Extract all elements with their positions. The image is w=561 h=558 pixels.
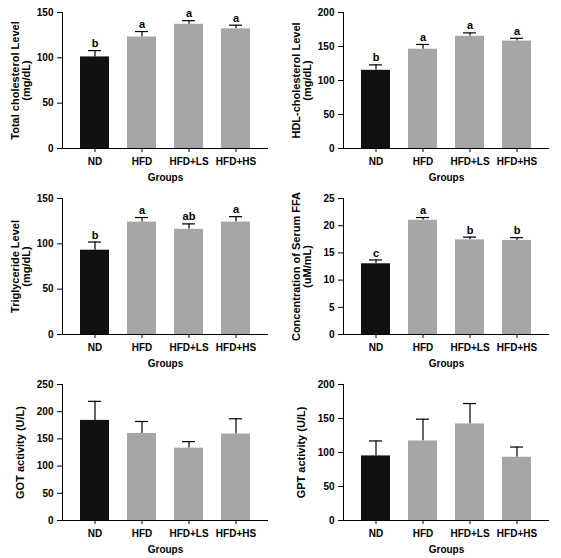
svg-text:Concentration of Serum FFA(uM/: Concentration of Serum FFA(uM/mL) — [290, 192, 313, 341]
svg-text:250: 250 — [37, 379, 54, 390]
svg-text:a: a — [467, 19, 474, 31]
svg-text:0: 0 — [48, 329, 54, 340]
svg-text:Groups: Groups — [148, 358, 184, 369]
svg-text:0: 0 — [329, 515, 335, 526]
svg-text:50: 50 — [42, 97, 54, 108]
svg-text:HFD+LS: HFD+LS — [450, 156, 490, 167]
svg-text:a: a — [233, 12, 240, 24]
svg-text:a: a — [139, 18, 146, 30]
svg-text:ND: ND — [88, 156, 102, 167]
svg-text:50: 50 — [323, 109, 335, 120]
svg-text:b: b — [514, 224, 521, 236]
svg-text:HFD: HFD — [413, 528, 434, 539]
svg-text:HFD: HFD — [132, 342, 153, 353]
svg-text:Total cholesterol Level(mg/dL): Total cholesterol Level(mg/dL) — [9, 21, 32, 139]
svg-text:HFD+HS: HFD+HS — [216, 156, 257, 167]
svg-text:HFD+LS: HFD+LS — [169, 528, 209, 539]
svg-text:15: 15 — [323, 247, 335, 258]
svg-text:c: c — [373, 246, 379, 258]
svg-text:HDL-cholesterol Level(mg/dL): HDL-cholesterol Level(mg/dL) — [290, 22, 313, 138]
svg-text:50: 50 — [42, 488, 54, 499]
svg-text:200: 200 — [37, 406, 54, 417]
svg-text:a: a — [420, 204, 427, 216]
svg-text:HFD: HFD — [132, 156, 153, 167]
svg-text:HFD+HS: HFD+HS — [497, 528, 538, 539]
svg-text:150: 150 — [318, 41, 335, 52]
svg-text:50: 50 — [42, 283, 54, 294]
svg-text:100: 100 — [37, 238, 54, 249]
svg-text:200: 200 — [318, 379, 335, 390]
svg-text:ND: ND — [88, 528, 102, 539]
svg-text:100: 100 — [318, 75, 335, 86]
svg-text:HFD: HFD — [413, 156, 434, 167]
svg-text:b: b — [92, 229, 99, 241]
svg-text:ND: ND — [369, 156, 383, 167]
svg-text:GPT activity (U/L): GPT activity (U/L) — [295, 406, 307, 498]
svg-text:HFD+LS: HFD+LS — [169, 342, 209, 353]
svg-text:150: 150 — [37, 193, 54, 204]
svg-text:HFD: HFD — [413, 342, 434, 353]
svg-text:b: b — [373, 51, 380, 63]
svg-text:100: 100 — [318, 447, 335, 458]
svg-text:200: 200 — [318, 7, 335, 18]
svg-text:Groups: Groups — [429, 544, 465, 555]
svg-text:a: a — [233, 203, 240, 215]
svg-text:150: 150 — [318, 413, 335, 424]
svg-text:b: b — [467, 224, 474, 236]
svg-text:HFD+LS: HFD+LS — [450, 528, 490, 539]
svg-text:0: 0 — [329, 143, 335, 154]
svg-text:GOT activity (U/L): GOT activity (U/L) — [14, 406, 26, 499]
svg-text:Groups: Groups — [429, 172, 465, 183]
svg-text:0: 0 — [48, 515, 54, 526]
svg-text:b: b — [92, 37, 99, 49]
svg-text:20: 20 — [323, 220, 335, 231]
svg-text:HFD+LS: HFD+LS — [169, 156, 209, 167]
svg-text:5: 5 — [329, 302, 335, 313]
svg-text:HFD+HS: HFD+HS — [216, 528, 257, 539]
svg-text:HFD+HS: HFD+HS — [497, 342, 538, 353]
svg-text:ND: ND — [369, 528, 383, 539]
svg-text:ND: ND — [369, 342, 383, 353]
svg-text:Groups: Groups — [429, 358, 465, 369]
svg-text:a: a — [420, 31, 427, 43]
svg-text:10: 10 — [323, 274, 335, 285]
svg-text:ND: ND — [88, 342, 102, 353]
svg-text:100: 100 — [37, 52, 54, 63]
svg-text:HFD+LS: HFD+LS — [450, 342, 490, 353]
svg-text:0: 0 — [48, 143, 54, 154]
svg-text:150: 150 — [37, 433, 54, 444]
svg-text:Triglyceride Level(mg/dL): Triglyceride Level(mg/dL) — [9, 220, 32, 313]
svg-text:150: 150 — [37, 7, 54, 18]
svg-text:50: 50 — [323, 481, 335, 492]
svg-text:100: 100 — [37, 460, 54, 471]
svg-text:0: 0 — [329, 329, 335, 340]
svg-text:a: a — [139, 204, 146, 216]
svg-text:HFD+HS: HFD+HS — [216, 342, 257, 353]
svg-text:ab: ab — [183, 210, 196, 222]
svg-text:a: a — [514, 25, 521, 37]
svg-text:Groups: Groups — [148, 172, 184, 183]
svg-text:25: 25 — [323, 193, 335, 204]
svg-text:HFD+HS: HFD+HS — [497, 156, 538, 167]
svg-text:HFD: HFD — [132, 528, 153, 539]
svg-text:a: a — [186, 7, 193, 19]
svg-text:Groups: Groups — [148, 544, 184, 555]
